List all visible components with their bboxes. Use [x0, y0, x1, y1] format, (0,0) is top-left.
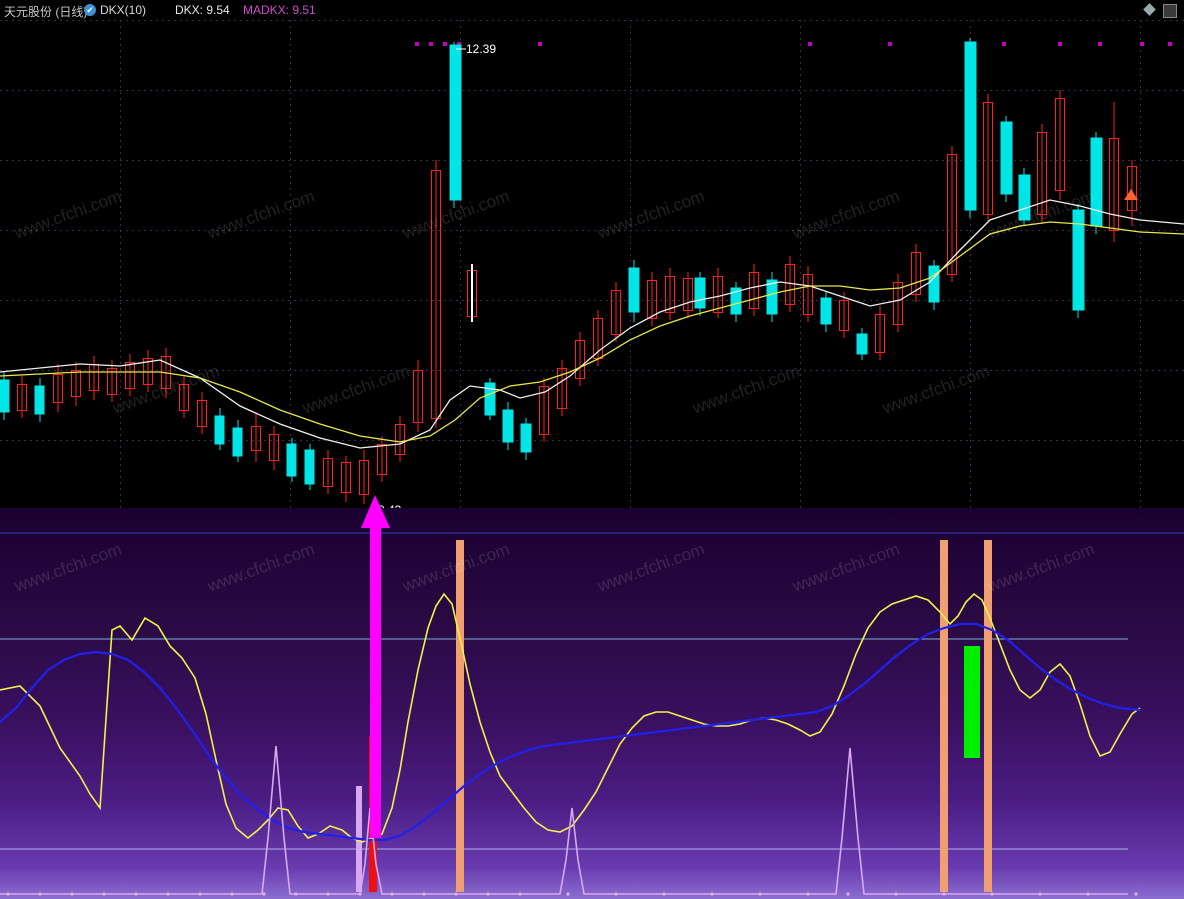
indicator-pink-spikes	[0, 745, 1128, 895]
indicator-name-label: DKX(10)	[100, 3, 147, 17]
title-bar: 天元股份 (日线) ✔ DKX(10) DKX: 9.54 MADKX: 9.5…	[0, 0, 1184, 20]
indicator-yellow-line	[0, 592, 1141, 843]
price-label-low: 8.43	[378, 503, 401, 508]
ma-white-line	[0, 199, 1184, 449]
dkx-value-label: DKX: 9.54	[175, 3, 230, 17]
green-signal-bar	[964, 646, 980, 758]
orange-signal-bars	[456, 540, 992, 892]
ma-yellow-line	[0, 221, 1184, 443]
page-title: 天元股份 (日线)	[4, 5, 88, 19]
madkx-value-label: MADKX: 9.51	[243, 3, 316, 17]
price-chart-pane[interactable]: 12.39 8.43 跌 财 糠 涨 www.cfchi.com www.cfc…	[0, 20, 1184, 508]
indicator-chart-svg	[0, 532, 1184, 896]
price-label-high: 12.39	[466, 42, 497, 56]
indicator-chart-pane[interactable]: www.cfchi.com www.cfchi.com www.cfchi.co…	[0, 508, 1184, 899]
price-chart-svg	[0, 20, 1184, 508]
top-signal-dots	[415, 42, 1172, 46]
window-square-icon[interactable]	[1163, 4, 1177, 18]
indicator-blue-line	[0, 622, 1141, 842]
up-triangle-marker	[1124, 189, 1138, 200]
baseline-dots	[6, 892, 1138, 896]
verified-badge-icon: ✔	[84, 4, 96, 16]
price-label-leaders	[456, 48, 466, 50]
